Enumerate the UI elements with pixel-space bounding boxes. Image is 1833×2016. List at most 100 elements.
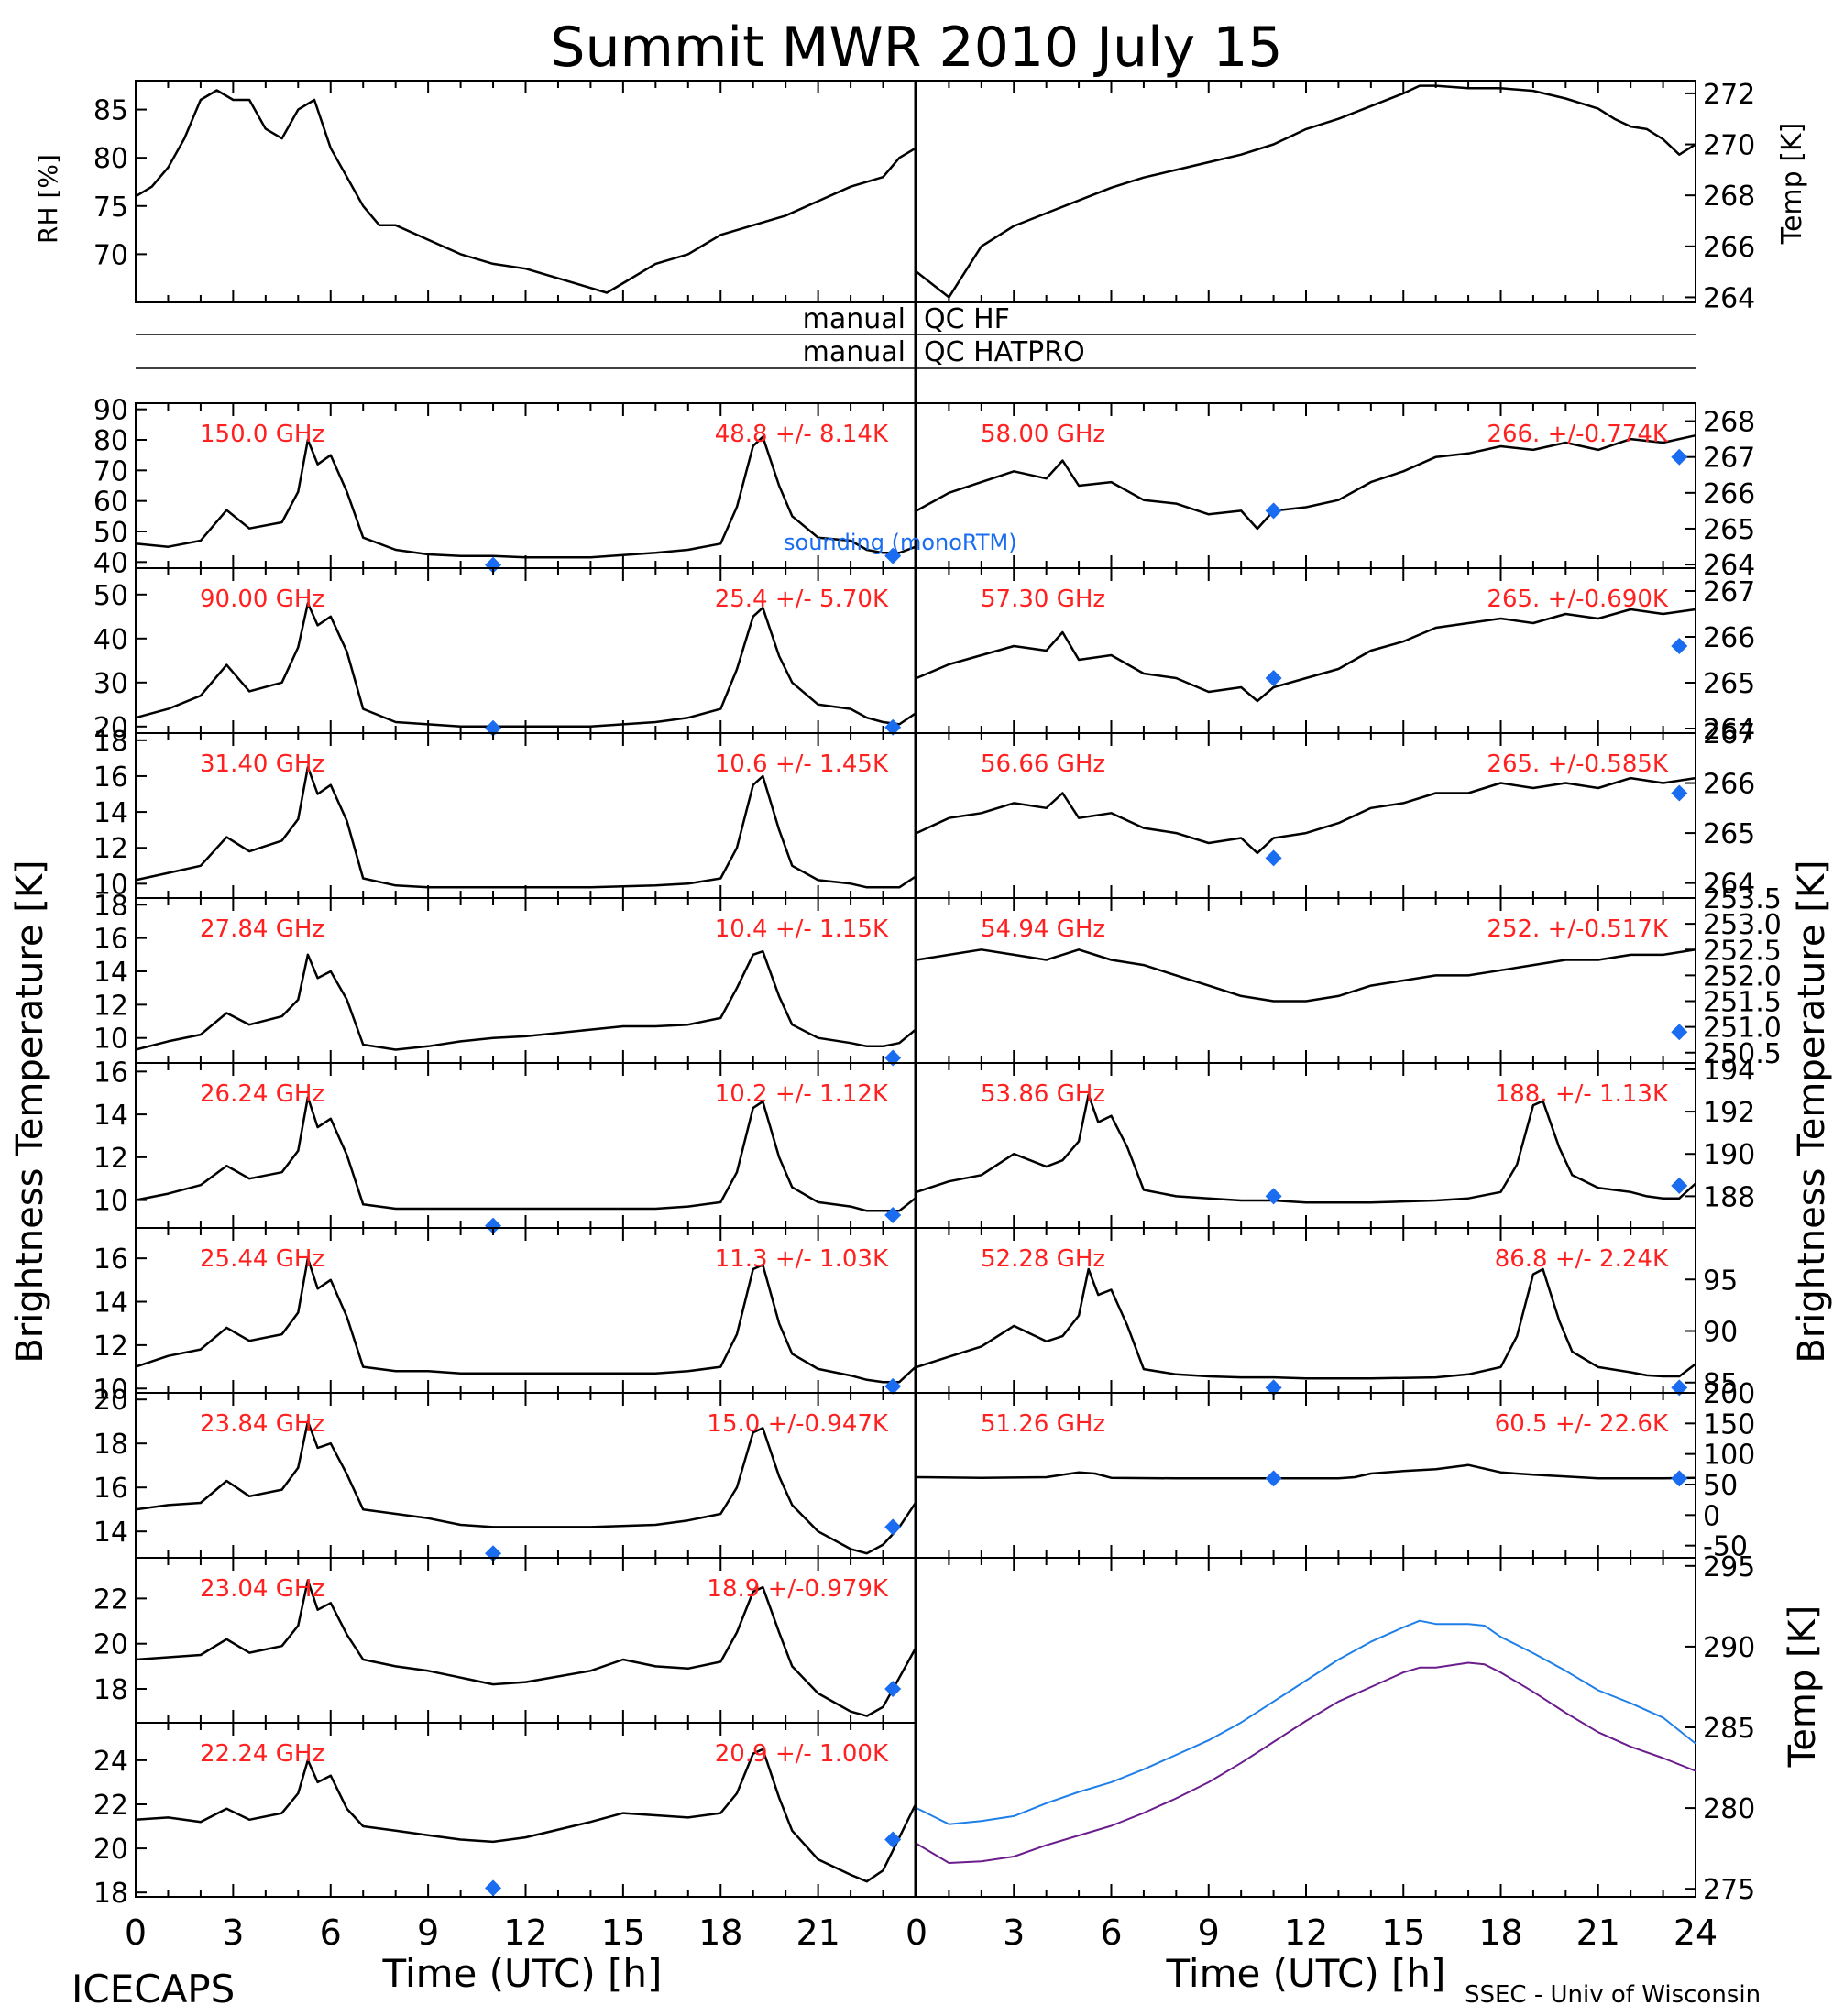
y-tick-label: 270: [1703, 130, 1755, 162]
series-line: [135, 1096, 916, 1212]
channel-frequency: 58.00 GHz: [981, 421, 1105, 448]
x-tick-label: 9: [417, 1912, 439, 1953]
y-tick-label: 266: [1703, 769, 1755, 801]
y-tick-label: 24: [93, 1746, 128, 1778]
x-tick-label: 15: [1381, 1912, 1425, 1953]
sounding-label: sounding (monoRTM): [784, 530, 1017, 555]
bb-temp-axis-label: Temp [K]: [1782, 1605, 1824, 1769]
channel-stats: 18.9 +/-0.979K: [707, 1575, 889, 1603]
series-line: [916, 1267, 1696, 1380]
channel-stats: 265. +/-0.585K: [1487, 751, 1669, 778]
y-tick-label: 12: [93, 833, 128, 865]
panel-hp5666: 264 265 266 267 56.66 GHz 265. +/-0.585K: [916, 718, 1755, 901]
y-tick-label: 266: [1703, 622, 1755, 654]
y-tick-label: 16: [93, 1473, 128, 1505]
y-tick-label: 20: [93, 712, 128, 744]
sounding-marker: [1265, 1188, 1282, 1205]
sounding-marker: [1671, 1470, 1688, 1487]
rh-axis-label: RH [%]: [33, 154, 63, 244]
channel-frequency: 25.44 GHz: [200, 1245, 324, 1273]
sounding-marker: [884, 547, 902, 564]
channel-stats: 25.4 +/- 5.70K: [715, 586, 889, 613]
y-tick-label: 18: [93, 890, 128, 922]
y-tick-label: 275: [1703, 1874, 1755, 1906]
y-tick-label: 16: [93, 761, 128, 794]
series-line: [135, 1419, 917, 1555]
y-tick-label: 85: [1703, 1368, 1738, 1400]
sounding-marker: [884, 1831, 902, 1848]
y-tick-label: 18: [93, 1674, 128, 1706]
series-line: [916, 608, 1696, 703]
panel-hf2304: 18 20 22 23.04 GHz 18.9 +/-0.979K: [93, 1557, 917, 1724]
channel-frequency: 57.30 GHz: [981, 586, 1105, 613]
series-line: [135, 435, 916, 559]
sounding-marker: [1265, 1470, 1282, 1487]
y-tick-label: 267: [1703, 576, 1755, 608]
sounding-marker: [1265, 849, 1282, 867]
x-axis-label-right: Time (UTC) [h]: [1166, 1951, 1446, 1996]
y-tick-label: 253.5: [1703, 883, 1782, 915]
y-tick-label: 100: [1703, 1440, 1755, 1472]
panel-hf2224: 18 20 22 24 22.24 GHz 20.9 +/- 1.00K: [93, 1722, 917, 1910]
y-tick-label: 16: [93, 924, 128, 956]
y-tick-label: 10: [93, 1186, 128, 1218]
panel-hf90: 20 30 40 50 90.00 GHz 25.4 +/- 5.70K: [93, 567, 916, 744]
x-tick-label: 21: [1576, 1912, 1620, 1953]
y-tick-label: 268: [1703, 407, 1755, 439]
chart-title: Summit MWR 2010 July 15: [550, 16, 1282, 80]
channel-frequency: 23.04 GHz: [200, 1575, 324, 1603]
y-tick-label: 200: [1703, 1378, 1755, 1410]
channel-stats: 265. +/-0.690K: [1487, 586, 1669, 613]
x-tick-label: 6: [1100, 1912, 1122, 1953]
y-tick-label: 285: [1703, 1713, 1755, 1745]
y-tick-label: 264: [1703, 714, 1755, 746]
x-tick-label: 0: [125, 1912, 147, 1953]
y-tick-label: 10: [93, 869, 128, 901]
channel-frequency: 52.28 GHz: [981, 1245, 1105, 1273]
sounding-marker: [1671, 448, 1688, 466]
x-tick-label: 21: [796, 1912, 840, 1953]
sounding-marker: [1265, 502, 1282, 520]
y-tick-label: 264: [1703, 869, 1755, 901]
y-tick-label: 75: [93, 192, 128, 224]
y-tick-label: -50: [1703, 1531, 1748, 1563]
y-tick-label: 290: [1703, 1632, 1755, 1664]
y-tick-label: 265: [1703, 818, 1755, 850]
channel-frequency: 22.24 GHz: [200, 1740, 324, 1768]
series-line-blackbody-hatpro: [916, 1619, 1696, 1825]
panel-temp: 264 266 268 270 272: [916, 79, 1755, 314]
y-tick-label: 40: [93, 624, 128, 656]
x-tick-label: 24: [1674, 1912, 1718, 1953]
channel-stats: 15.0 +/-0.947K: [707, 1410, 889, 1438]
y-tick-label: 16: [93, 1057, 128, 1089]
y-tick-label: 18: [93, 1429, 128, 1461]
y-tick-label: 80: [93, 425, 128, 457]
sounding-marker: [485, 1879, 502, 1897]
plot-frame: [916, 1557, 1696, 1898]
left-tb-label: Brightness Temperature [K]: [9, 860, 51, 1363]
series-line-blackbody-hf: [916, 1661, 1696, 1864]
y-tick-label: 150: [1703, 1408, 1755, 1441]
y-tick-label: 253.0: [1703, 909, 1782, 941]
channel-stats: 48.8 +/- 8.14K: [715, 421, 889, 448]
y-tick-label: 266: [1703, 478, 1755, 510]
y-tick-label: 95: [1703, 1265, 1738, 1297]
channel-frequency: 23.84 GHz: [200, 1410, 324, 1438]
panel-blackbody: 275 280 285 290 295: [916, 1551, 1755, 1906]
channel-frequency: 51.26 GHz: [981, 1410, 1105, 1438]
y-tick-label: 251.0: [1703, 1013, 1782, 1045]
y-tick-label: 272: [1703, 79, 1755, 111]
channel-frequency: 27.84 GHz: [200, 915, 324, 943]
channel-stats: 20.9 +/- 1.00K: [715, 1740, 889, 1768]
y-tick-label: 280: [1703, 1793, 1755, 1825]
channel-stats: 10.6 +/- 1.45K: [715, 751, 889, 778]
series-line: [135, 1748, 917, 1883]
x-tick-labels: 0 3 6 9 12 15 18 21 0 3 6 9 12 15 18 21 24: [125, 1912, 1718, 1953]
y-tick-label: 50: [93, 580, 128, 612]
sounding-marker: [1265, 1379, 1282, 1397]
